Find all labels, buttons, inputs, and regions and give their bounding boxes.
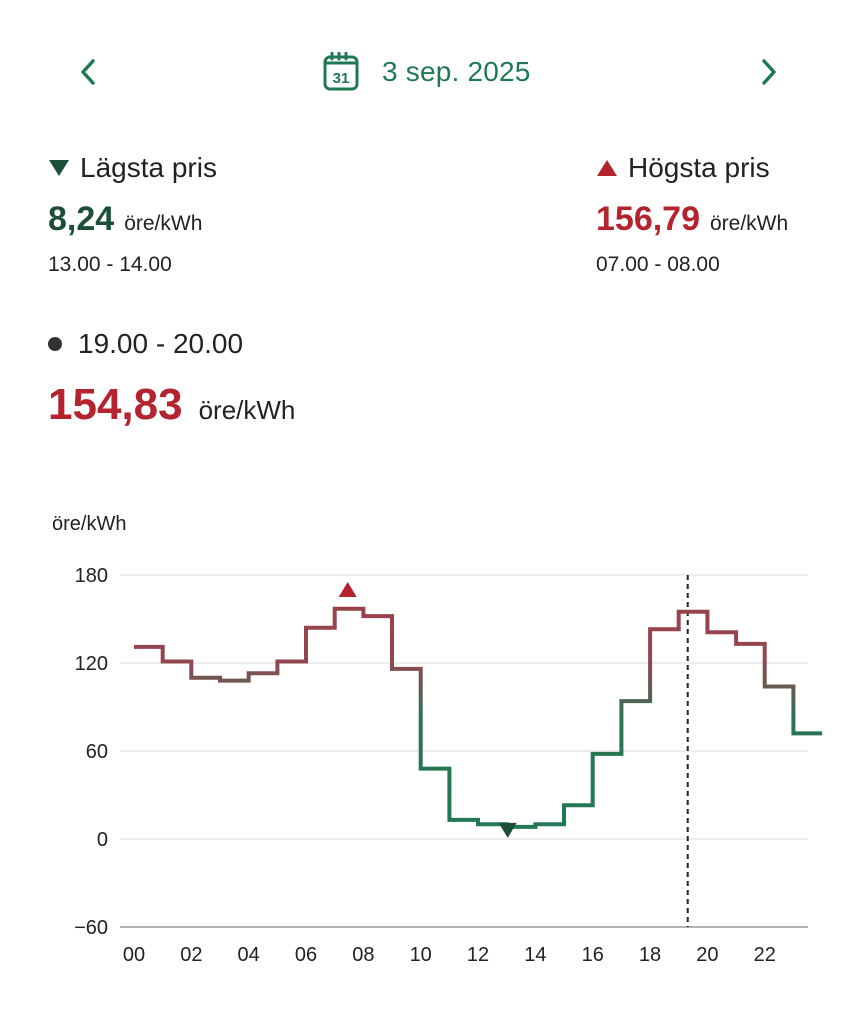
y-tick-label: 120 [75, 653, 108, 675]
lowest-price-summary: Lägsta pris 8,24 öre/kWh 13.00 - 14.00 [48, 150, 217, 277]
highest-price-value: 156,79 [596, 200, 700, 238]
hour-hit-area[interactable] [191, 575, 220, 927]
chevron-left-icon [81, 59, 95, 85]
date-picker-button[interactable]: 31 3 sep. 2025 [322, 48, 531, 96]
max-price-marker [338, 582, 357, 598]
hour-hit-area[interactable] [564, 575, 593, 927]
hour-hit-area[interactable] [277, 575, 306, 927]
selected-time-range: 19.00 - 20.00 [78, 328, 244, 359]
lowest-price-time: 13.00 - 14.00 [48, 253, 172, 276]
hour-hit-area[interactable] [134, 575, 163, 927]
x-tick-label: 14 [524, 944, 546, 966]
lowest-price-title: Lägsta pris [80, 152, 217, 183]
hour-hit-area[interactable] [249, 575, 278, 927]
highest-price-summary: Högsta pris 156,79 öre/kWh 07.00 - 08.00 [596, 150, 788, 277]
hour-hit-area[interactable] [650, 575, 679, 927]
hour-hit-area[interactable] [363, 575, 392, 927]
chart-grid [120, 574, 808, 928]
x-tick-label: 10 [410, 944, 432, 966]
current-date: 3 sep. 2025 [382, 56, 531, 87]
hour-hit-area[interactable] [679, 575, 708, 927]
lowest-price-value: 8,24 [48, 200, 115, 238]
calendar-day-number: 31 [333, 70, 350, 87]
x-tick-label: 16 [582, 944, 604, 966]
hour-hit-area[interactable] [478, 575, 507, 927]
x-tick-label: 08 [352, 944, 374, 966]
selected-hour-summary: 19.00 - 20.00 154,83 öre/kWh [48, 326, 295, 430]
x-tick-label: 22 [754, 944, 776, 966]
lowest-price-heading: Lägsta pris [48, 150, 217, 186]
triangle-down-icon [49, 160, 69, 176]
x-tick-label: 02 [180, 944, 202, 966]
hour-hit-area[interactable] [593, 575, 622, 927]
highest-price-heading: Högsta pris [596, 150, 788, 186]
hour-hit-area[interactable] [421, 575, 450, 927]
hour-hit-area[interactable] [535, 575, 564, 927]
triangle-up-icon [597, 160, 617, 176]
hour-hit-area[interactable] [335, 575, 364, 927]
hour-hit-area[interactable] [163, 575, 192, 927]
next-day-button[interactable] [745, 48, 793, 96]
price-chart[interactable]: −60 0 60 120 180 00 02 04 06 08 10 12 14 16 18 20 22 ör… [0, 480, 857, 980]
y-axis-label: öre/kWh [52, 513, 126, 535]
y-tick-label: −60 [74, 917, 108, 939]
previous-day-button[interactable] [64, 48, 112, 96]
hour-hit-area[interactable] [507, 575, 536, 927]
hour-hit-area[interactable] [449, 575, 478, 927]
x-tick-label: 00 [123, 944, 145, 966]
x-tick-label: 12 [467, 944, 489, 966]
y-tick-label: 180 [75, 565, 108, 587]
highest-price-title: Högsta pris [628, 152, 770, 183]
min-price-marker [498, 822, 517, 838]
selected-price-value: 154,83 [48, 380, 183, 429]
lowest-price-unit: öre/kWh [124, 212, 203, 235]
x-tick-label: 18 [639, 944, 661, 966]
selected-dot-icon [48, 337, 62, 351]
hour-hit-area[interactable] [793, 575, 822, 927]
hour-hit-area[interactable] [220, 575, 249, 927]
selected-price-unit: öre/kWh [198, 395, 296, 425]
y-tick-label: 0 [97, 829, 108, 851]
hour-hit-area[interactable] [736, 575, 765, 927]
x-tick-label: 20 [696, 944, 718, 966]
date-navigator: 31 3 sep. 2025 [0, 40, 857, 104]
x-tick-label: 04 [238, 944, 260, 966]
price-steps [134, 575, 823, 927]
chevron-right-icon [762, 59, 776, 85]
highest-price-time: 07.00 - 08.00 [596, 253, 720, 276]
hour-hit-area[interactable] [707, 575, 736, 927]
y-tick-label: 60 [86, 741, 108, 763]
x-tick-label: 06 [295, 944, 317, 966]
hour-hit-area[interactable] [306, 575, 335, 927]
y-axis: −60 0 60 120 180 [74, 565, 108, 939]
calendar-icon: 31 [323, 52, 359, 91]
highest-price-unit: öre/kWh [710, 212, 789, 235]
hour-hit-area[interactable] [392, 575, 421, 927]
x-axis: 00 02 04 06 08 10 12 14 16 18 20 22 [123, 944, 776, 966]
price-step-line [134, 606, 823, 829]
hour-hit-area[interactable] [765, 575, 794, 927]
hour-hit-area[interactable] [621, 575, 650, 927]
